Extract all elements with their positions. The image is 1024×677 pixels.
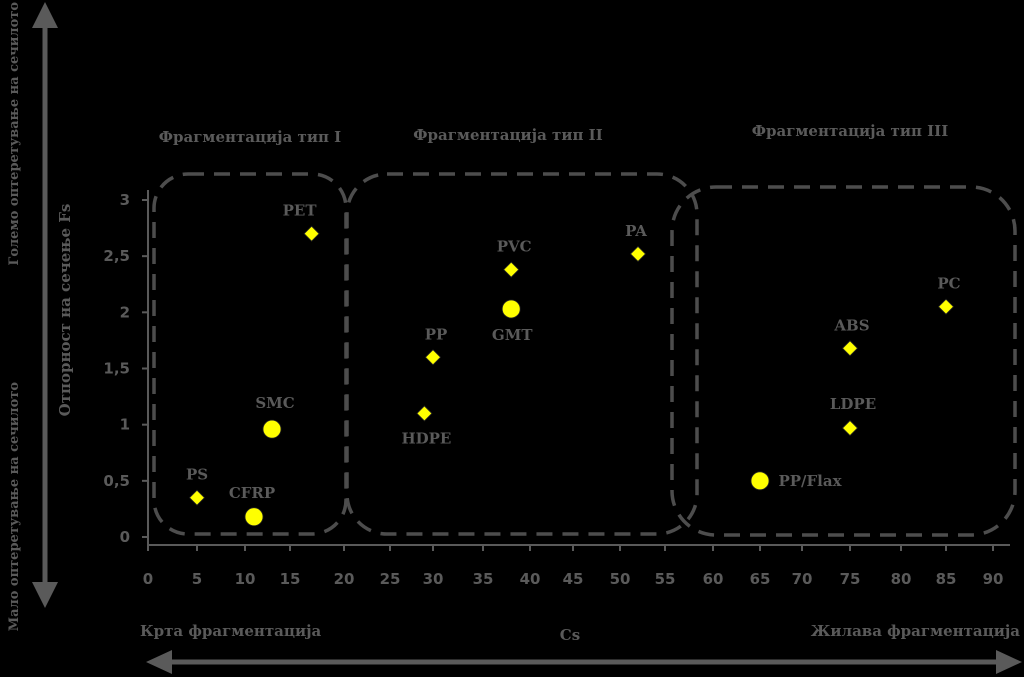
point-label-ldpe: LDPE [830,395,876,413]
bottom-right-label: Жилава фрагментација [811,622,1021,640]
point-label-pvc: PVC [497,238,532,256]
region-title-1: Фрагментација тип I [159,128,341,146]
bottom-left-label: Крта фрагментација [140,622,321,640]
y-tick-label: 2,5 [103,247,130,265]
point-label-cfrp: CFRP [229,484,275,502]
x-tick-label: 90 [983,570,1004,588]
x-tick-label: 5 [192,570,202,588]
y-tick-label: 1,5 [103,360,130,378]
y-axis-title: Отпорност на сечење Fs [56,204,74,417]
point-label-ps: PS [186,466,208,484]
y-tick-label: 2 [120,303,130,321]
x-tick-label: 65 [750,570,771,588]
vertical-arrow-head-down [32,582,58,608]
x-tick-label: 35 [473,570,494,588]
x-tick-label: 25 [380,570,401,588]
left-bottom-label: Мало оптеретување на сечилото [7,382,22,632]
x-axis-title: Cs [560,626,580,644]
point-label-pa: PA [625,222,647,240]
point-label-pp-flax: PP/Flax [778,472,842,490]
point-ps [188,489,206,506]
point-pvc [503,261,520,278]
point-label-pet: PET [283,202,318,220]
region-box-1 [152,172,348,536]
y-tick-label: 3 [120,191,130,209]
x-tick-label: 80 [891,570,912,588]
x-tick-label: 10 [235,570,256,588]
point-pc [937,298,955,315]
x-tick-label: 30 [423,570,444,588]
point-hdpe [416,405,433,422]
point-pet [303,225,320,242]
horizontal-arrow-head-left [146,650,172,674]
y-tick-label: 0 [120,528,130,546]
point-pp [424,349,442,366]
point-label-abs: ABS [833,316,869,334]
x-tick-label: 50 [610,570,631,588]
y-tick-label: 1 [120,416,130,434]
horizontal-arrow-head-right [996,650,1022,674]
x-tick-label: 85 [936,570,957,588]
x-tick-label: 40 [520,570,541,588]
region-box-3 [670,185,1017,537]
point-cfrp [244,507,264,527]
x-tick-label: 45 [563,570,584,588]
x-tick-label: 0 [143,570,153,588]
region-box-2 [345,172,699,536]
x-tick-label: 75 [840,570,861,588]
x-tick-label: 60 [703,570,724,588]
point-pa [629,245,647,262]
point-ldpe [841,419,859,437]
point-smc [262,419,282,439]
point-label-gmt: GMT [492,326,533,344]
point-gmt [501,299,521,319]
x-tick-label: 15 [280,570,301,588]
point-label-pc: PC [937,275,960,293]
point-label-smc: SMC [255,394,294,412]
x-tick-label: 20 [334,570,355,588]
vertical-arrow-head-up [32,2,58,28]
y-tick-label: 0,5 [103,472,130,490]
region-title-3: Фрагментација тип III [752,122,948,140]
x-tick-label: 55 [655,570,676,588]
left-top-label: Големо оптеретување на сечилото [7,2,22,266]
region-title-2: Фрагментација тип II [413,126,602,144]
x-tick-label: 70 [792,570,813,588]
point-label-hdpe: HDPE [401,429,451,447]
point-label-pp: PP [425,325,448,343]
point-pp-flax [750,471,770,491]
point-abs [841,340,859,357]
